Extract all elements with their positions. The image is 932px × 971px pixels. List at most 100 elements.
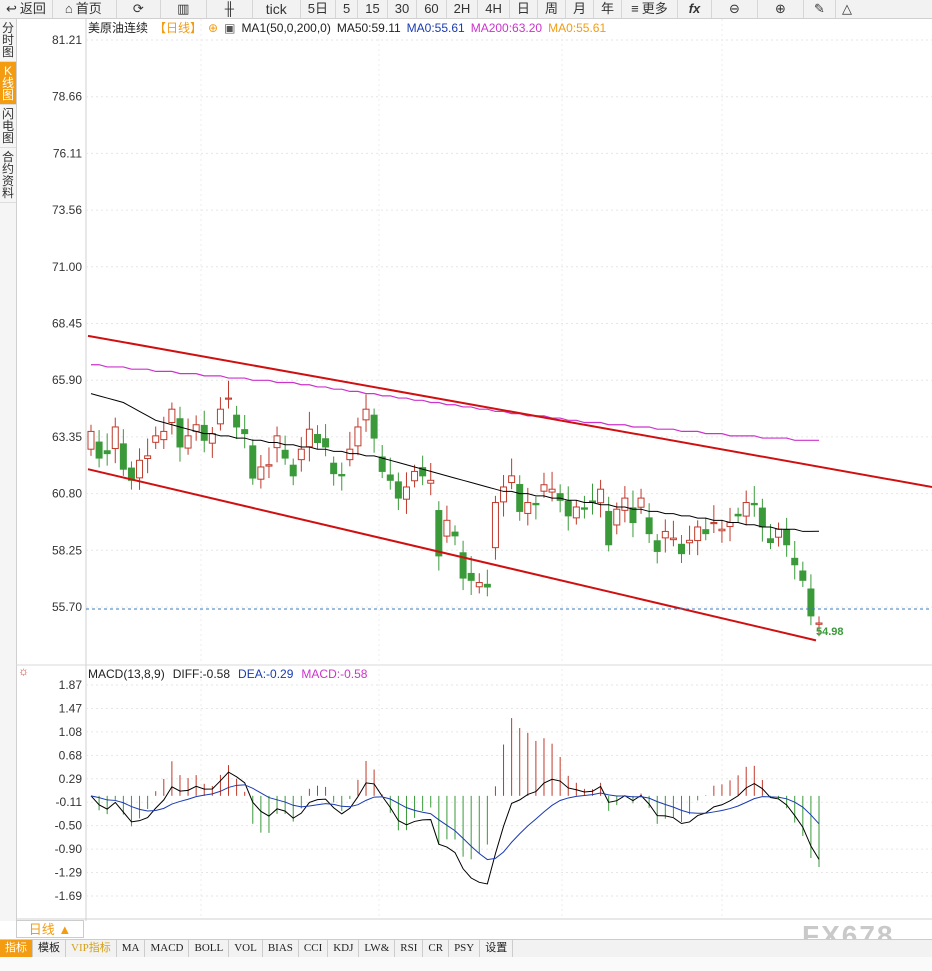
candle-body[interactable] xyxy=(346,448,354,461)
candle-body[interactable] xyxy=(273,435,281,449)
indicator-tab-7[interactable]: BIAS xyxy=(263,940,299,957)
period-button-周[interactable]: 周 xyxy=(538,0,566,18)
candle-body[interactable] xyxy=(394,481,402,499)
candle-body[interactable] xyxy=(508,475,516,484)
candle-body[interactable] xyxy=(783,529,791,546)
candle-body[interactable] xyxy=(443,519,451,537)
candle-body[interactable] xyxy=(597,488,605,504)
left-nav-tab-3[interactable]: 合约资料 xyxy=(0,148,16,203)
candle-body[interactable] xyxy=(734,513,742,517)
indicator-tab-1[interactable]: 模板 xyxy=(33,940,66,957)
candle-body[interactable] xyxy=(605,510,613,546)
candle-body[interactable] xyxy=(758,507,766,528)
period-button-2H[interactable]: 2H xyxy=(447,0,479,18)
zoom-out-button[interactable]: ⊖ xyxy=(712,0,758,18)
period-button-30[interactable]: 30 xyxy=(388,0,418,18)
candle-body[interactable] xyxy=(87,430,95,450)
candle-body[interactable] xyxy=(322,438,330,448)
candle-body[interactable] xyxy=(111,426,119,450)
candle-body[interactable] xyxy=(799,570,807,581)
candle-body[interactable] xyxy=(386,474,394,481)
candle-body[interactable] xyxy=(184,435,192,449)
candle-body[interactable] xyxy=(305,428,313,448)
candle-body[interactable] xyxy=(411,470,419,482)
candle-body[interactable] xyxy=(540,484,548,492)
candle-body[interactable] xyxy=(629,507,637,524)
period-button-60[interactable]: 60 xyxy=(417,0,447,18)
candle-style-button[interactable]: ╫ xyxy=(207,0,253,18)
formula-button[interactable]: fx xyxy=(678,0,712,18)
candle-body[interactable] xyxy=(419,467,427,477)
candle-body[interactable] xyxy=(451,531,459,537)
indicator-tab-6[interactable]: VOL xyxy=(229,940,263,957)
candle-body[interactable] xyxy=(95,441,103,459)
candle-body[interactable] xyxy=(750,502,758,506)
indicator-tab-12[interactable]: CR xyxy=(423,940,450,957)
candle-body[interactable] xyxy=(362,408,370,421)
candle-body[interactable] xyxy=(483,583,491,588)
candle-body[interactable] xyxy=(726,522,734,528)
period-button-5[interactable]: 5 xyxy=(336,0,359,18)
candle-body[interactable] xyxy=(613,508,621,526)
left-nav-tab-0[interactable]: 分时图 xyxy=(0,19,16,62)
candle-body[interactable] xyxy=(710,522,718,525)
candle-body[interactable] xyxy=(330,462,338,475)
period-button-4H[interactable]: 4H xyxy=(478,0,510,18)
candle-body[interactable] xyxy=(459,552,467,579)
candle-body[interactable] xyxy=(144,455,152,460)
candle-body[interactable] xyxy=(564,500,572,517)
candle-body[interactable] xyxy=(241,429,249,435)
candle-body[interactable] xyxy=(281,449,289,459)
candle-body[interactable] xyxy=(548,488,556,493)
candle-body[interactable] xyxy=(686,539,694,544)
period-button-年[interactable]: 年 xyxy=(594,0,622,18)
indicator-tab-8[interactable]: CCI xyxy=(299,940,329,957)
candle-body[interactable] xyxy=(524,502,532,514)
candle-body[interactable] xyxy=(402,486,410,500)
zoom-in-button[interactable]: ⊕ xyxy=(758,0,804,18)
candle-body[interactable] xyxy=(766,538,774,544)
candle-body[interactable] xyxy=(378,456,386,472)
candle-body[interactable] xyxy=(152,435,160,443)
period-button-5日[interactable]: 5日 xyxy=(301,0,337,18)
indicator-tab-4[interactable]: MACD xyxy=(145,940,190,957)
candle-body[interactable] xyxy=(136,459,144,479)
indicator-tab-3[interactable]: MA xyxy=(117,940,146,957)
candle-body[interactable] xyxy=(572,506,580,519)
kline-chart-svg[interactable]: 81.21 78.66 76.11 73.56 71.00 68.45 65.90 63.35… xyxy=(16,19,932,936)
indicator-tab-13[interactable]: PSY xyxy=(449,940,481,957)
indicator-tab-2[interactable]: VIP指标 xyxy=(66,940,117,957)
candle-body[interactable] xyxy=(491,502,499,549)
candle-body[interactable] xyxy=(313,434,321,444)
candle-body[interactable] xyxy=(653,540,661,552)
home-button[interactable]: ⌂ 首页 xyxy=(53,0,117,18)
candle-body[interactable] xyxy=(775,528,783,538)
candle-body[interactable] xyxy=(532,502,540,506)
chart-area[interactable]: 81.21 78.66 76.11 73.56 71.00 68.45 65.90 63.35… xyxy=(16,19,932,936)
candle-body[interactable] xyxy=(435,510,443,557)
candle-body[interactable] xyxy=(694,526,702,542)
candle-body[interactable] xyxy=(500,486,508,503)
candle-body[interactable] xyxy=(556,493,564,501)
shape-button[interactable]: △ xyxy=(836,0,858,18)
candle-body[interactable] xyxy=(702,529,710,535)
indicator-tab-14[interactable]: 设置 xyxy=(480,940,514,957)
candle-body[interactable] xyxy=(661,530,669,539)
candle-body[interactable] xyxy=(742,502,750,517)
candle-body[interactable] xyxy=(225,397,233,400)
candle-body[interactable] xyxy=(677,543,685,555)
candle-body[interactable] xyxy=(516,484,524,512)
back-button[interactable]: ↩ 返回 xyxy=(0,0,53,18)
candle-body[interactable] xyxy=(807,588,815,617)
period-select-button[interactable]: 日线 ▲ xyxy=(16,920,84,938)
candle-body[interactable] xyxy=(103,450,111,455)
candle-body[interactable] xyxy=(119,443,127,470)
candle-body[interactable] xyxy=(233,414,241,428)
candle-body[interactable] xyxy=(160,430,168,441)
candle-body[interactable] xyxy=(645,517,653,535)
period-button-月[interactable]: 月 xyxy=(566,0,594,18)
indicator-tab-9[interactable]: KDJ xyxy=(328,940,360,957)
candle-body[interactable] xyxy=(637,497,645,508)
draw-button[interactable]: ✎ xyxy=(804,0,836,18)
